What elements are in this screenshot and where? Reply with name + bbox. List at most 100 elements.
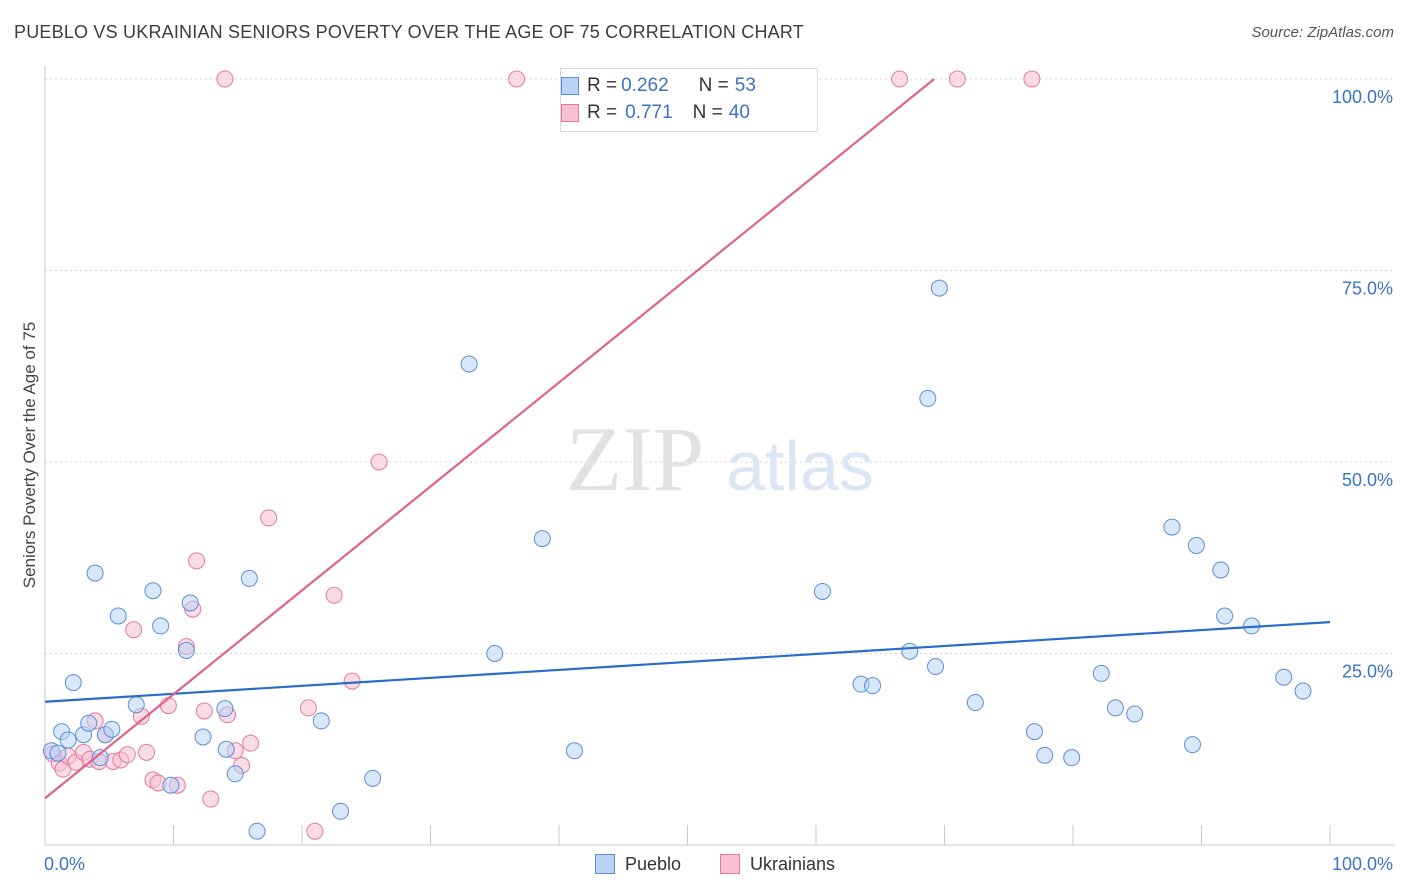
pueblo-point-43 — [1106, 699, 1124, 717]
bottom-legend-pueblo[interactable]: Pueblo — [595, 852, 681, 876]
ukrainians-point-35 — [370, 453, 388, 471]
ukrainians-point-33 — [325, 586, 343, 604]
ukrainians-point-32 — [306, 822, 324, 840]
bottom-legend-label-ukrainians: Ukrainians — [750, 853, 836, 874]
pueblo-r-label: R = — [587, 75, 618, 96]
pueblo-n-value: 53 — [734, 75, 756, 96]
pueblo-point-24 — [312, 712, 330, 730]
pueblo-point-48 — [1212, 561, 1230, 579]
tick-labels: 25.0% 50.0% 75.0% 100.0% 0.0% 100.0% — [44, 87, 1393, 874]
pueblo-point-16 — [177, 641, 195, 659]
pueblo-point-22 — [240, 569, 258, 587]
pueblo-point-1 — [49, 744, 67, 762]
pueblo-point-38 — [966, 694, 984, 712]
ukrainians-point-22 — [188, 552, 206, 570]
stats-legend: R = 0.262 N = 53 R = 0.771 N = 40 — [560, 68, 818, 132]
pueblo-point-46 — [1184, 736, 1202, 754]
legend-row-ukrainians: R = 0.771 N = 40 — [561, 101, 750, 125]
pueblo-point-4 — [64, 674, 82, 692]
ukrainians-point-13 — [125, 621, 143, 639]
pueblo-point-28 — [486, 645, 504, 662]
pueblo-point-3 — [59, 731, 77, 749]
pueblo-point-40 — [1036, 746, 1054, 764]
pueblo-point-8 — [91, 749, 109, 767]
ukrainians-point-31 — [299, 699, 317, 717]
pueblo-point-15 — [162, 776, 180, 794]
ukrainians-n-label: N = — [692, 102, 723, 123]
pueblo-point-49 — [1216, 607, 1234, 625]
pueblo-point-36 — [927, 658, 945, 676]
ukrainians-trend-line — [44, 78, 935, 800]
x-tick-label-0: 0.0% — [44, 854, 85, 874]
pueblo-point-23 — [248, 822, 266, 840]
pueblo-point-35 — [919, 389, 937, 407]
watermark-zip: ZIP — [566, 408, 704, 510]
pueblo-point-21 — [226, 765, 244, 783]
y-tick-label-75: 75.0% — [1342, 279, 1393, 299]
legend-row-pueblo: R = 0.262 N = 53 — [561, 74, 756, 98]
ukrainians-point-25 — [216, 70, 234, 88]
pueblo-trend-line — [44, 620, 1331, 703]
axes — [44, 66, 1395, 846]
ukrainians-point-15 — [138, 743, 156, 761]
pueblo-point-45 — [1163, 518, 1181, 536]
pueblo-point-33 — [864, 677, 882, 695]
pueblo-point-30 — [565, 742, 583, 760]
pueblo-point-19 — [216, 700, 234, 718]
pueblo-point-12 — [127, 696, 145, 714]
pueblo-point-27 — [460, 355, 478, 373]
pueblo-point-6 — [80, 714, 98, 732]
ukrainians-point-34 — [343, 672, 361, 690]
pueblo-r-value: 0.262 — [621, 75, 669, 96]
ukrainians-point-29 — [242, 734, 260, 752]
pueblo-point-26 — [364, 769, 382, 787]
watermark: ZIP atlas — [566, 408, 874, 510]
chart-title: PUEBLO VS UKRAINIAN SENIORS POVERTY OVER… — [14, 22, 804, 42]
ukrainians-point-36 — [508, 70, 526, 88]
trend-lines — [44, 78, 1331, 800]
ukrainians-point-30 — [260, 509, 278, 527]
ukrainians-point-18 — [159, 697, 177, 715]
pueblo-point-34 — [901, 642, 919, 660]
pueblo-point-47 — [1187, 536, 1205, 554]
ukrainians-point-23 — [195, 702, 213, 720]
pueblo-point-10 — [103, 720, 121, 738]
gridlines — [45, 78, 1395, 654]
pueblo-point-41 — [1063, 749, 1081, 767]
pueblo-point-11 — [109, 607, 127, 625]
source-label[interactable]: Source: ZipAtlas.com — [1251, 24, 1394, 41]
ukrainians-point-38 — [948, 70, 966, 88]
bottom-legend-ukrainians[interactable]: Ukrainians — [720, 852, 835, 876]
pueblo-point-18 — [194, 728, 212, 746]
pueblo-point-20 — [217, 740, 235, 758]
ukrainians-point-39 — [1023, 70, 1041, 88]
legend-swatch-pueblo — [561, 77, 579, 95]
ukrainians-points — [44, 70, 1041, 840]
bottom-legend-swatch-pueblo — [595, 854, 615, 874]
y-tick-label-50: 50.0% — [1342, 470, 1393, 490]
pueblo-points — [42, 279, 1312, 840]
pueblo-point-7 — [86, 564, 104, 582]
bottom-legend-swatch-ukrainians — [720, 854, 740, 874]
pueblo-point-42 — [1092, 664, 1110, 682]
pueblo-point-25 — [332, 802, 350, 820]
pueblo-point-44 — [1126, 705, 1144, 723]
x-tick-label-100: 100.0% — [1332, 854, 1393, 874]
pueblo-point-13 — [144, 582, 162, 600]
pueblo-point-39 — [1025, 723, 1043, 741]
ukrainians-r-label: R = — [587, 102, 618, 123]
legend-swatch-ukrainians — [561, 104, 579, 122]
bottom-legend-label-pueblo: Pueblo — [625, 853, 682, 874]
y-tick-label-100: 100.0% — [1332, 87, 1393, 107]
pueblo-point-14 — [152, 617, 170, 635]
watermark-atlas: atlas — [726, 427, 874, 505]
y-tick-label-25: 25.0% — [1342, 662, 1393, 682]
pueblo-point-31 — [813, 582, 831, 600]
pueblo-point-17 — [181, 594, 199, 612]
ukrainians-point-24 — [202, 790, 220, 808]
ukrainians-n-value: 40 — [728, 102, 750, 123]
ukrainians-r-value: 0.771 — [625, 102, 673, 123]
pueblo-point-52 — [1294, 682, 1312, 700]
pueblo-point-51 — [1275, 668, 1293, 686]
